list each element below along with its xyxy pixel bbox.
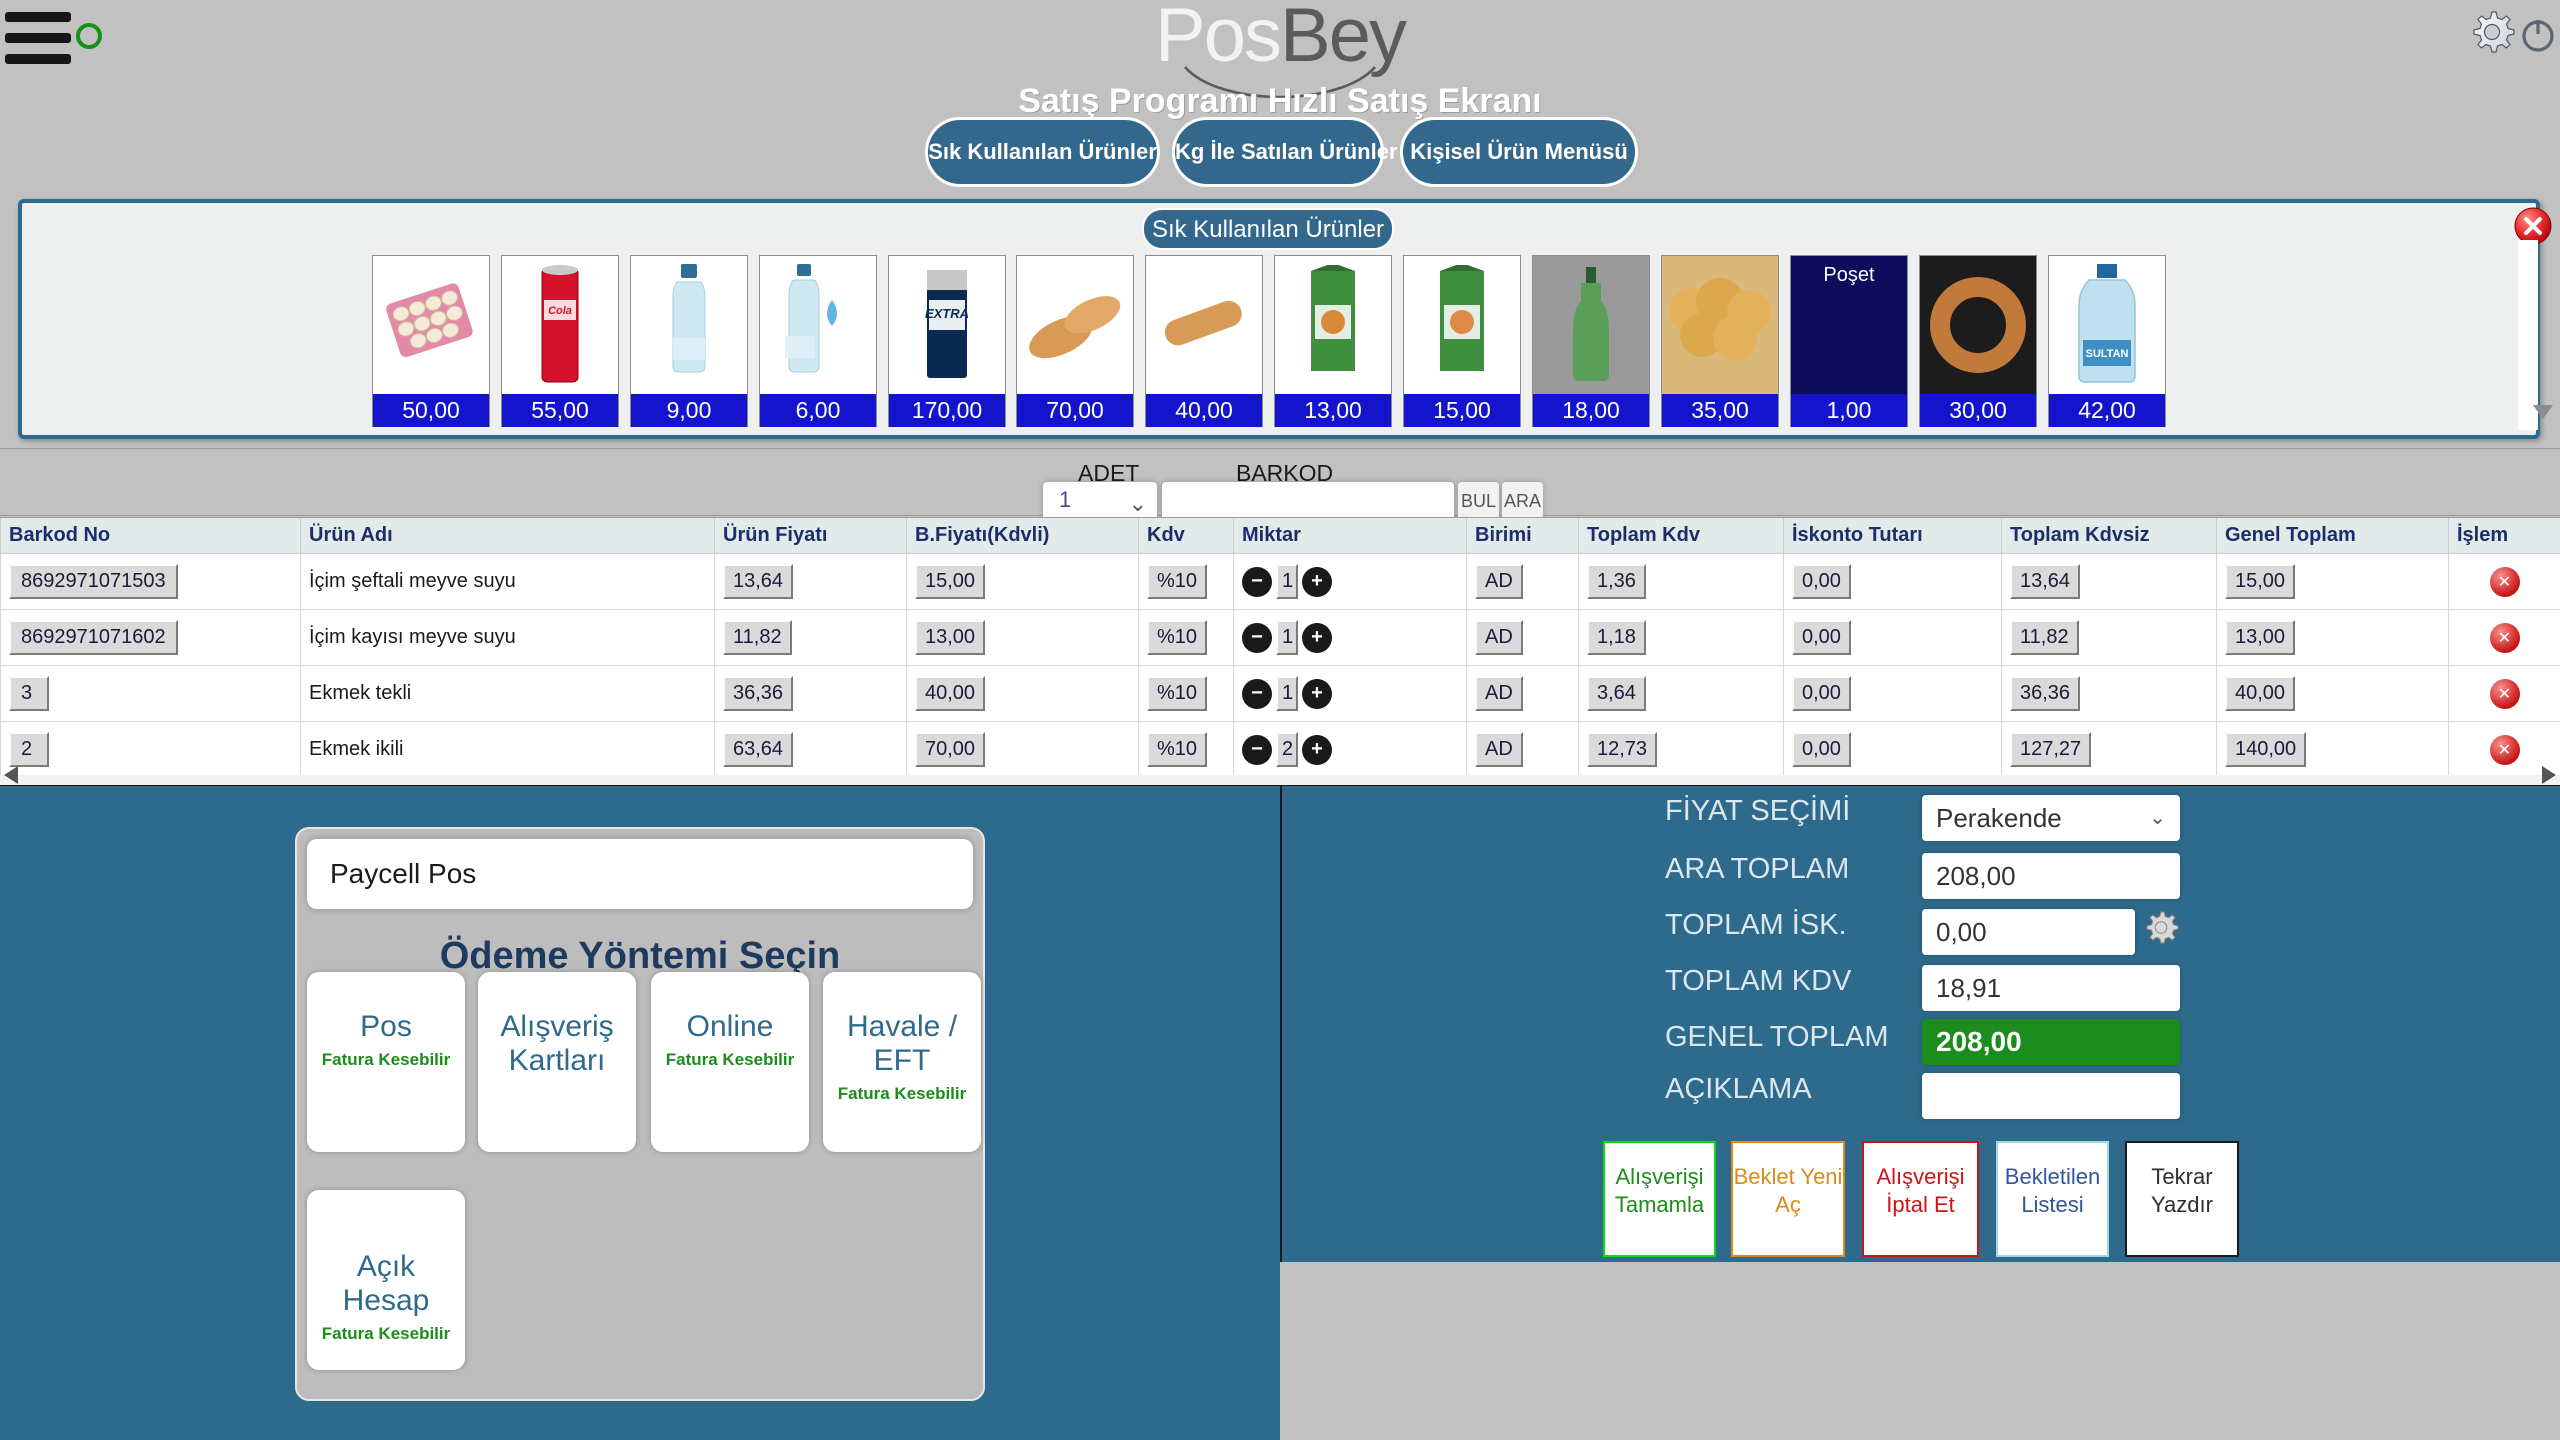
svg-text:EXTRA: EXTRA: [925, 306, 969, 321]
svg-text:Cola: Cola: [548, 305, 572, 317]
svg-text:SULTAN: SULTAN: [2086, 348, 2129, 360]
